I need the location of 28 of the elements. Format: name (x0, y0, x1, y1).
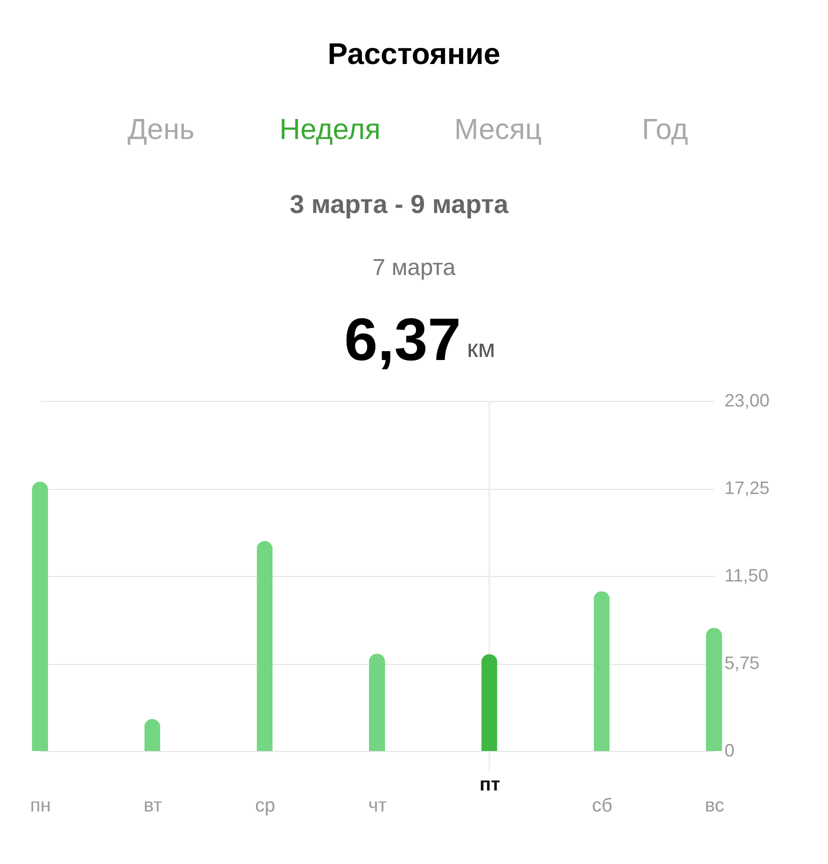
bar (256, 541, 273, 751)
bar (594, 591, 610, 751)
y-tick-label: 11,50 (724, 566, 768, 586)
text: Месяц (454, 114, 542, 146)
x-tick-label: чт (368, 796, 388, 816)
text: 7 марта (372, 254, 456, 280)
bar (32, 482, 48, 751)
bar (369, 654, 385, 751)
x-tick-label: пт (479, 774, 500, 796)
text: км (467, 335, 496, 363)
text: Неделя (279, 114, 381, 146)
bar (706, 628, 722, 751)
text: Год (642, 114, 688, 146)
y-tick-label: 5,75 (724, 653, 760, 673)
text: 6,37 (344, 306, 461, 373)
chart-subtitle: 3 марта - 9 марта (290, 189, 509, 219)
text: День (128, 114, 194, 146)
chart-title: Расстояние (328, 38, 500, 71)
y-tick-label: 23,00 (724, 390, 770, 410)
x-tick-label: вт (144, 796, 162, 816)
bar (481, 654, 498, 751)
x-tick-label: ср (255, 796, 276, 816)
x-tick-label: пн (30, 796, 51, 816)
y-tick-label: 0 (724, 740, 735, 760)
x-tick-label: сб (592, 796, 612, 816)
x-tick-label: вс (704, 796, 724, 816)
bar (144, 719, 160, 751)
y-tick-label: 17,25 (724, 478, 770, 498)
